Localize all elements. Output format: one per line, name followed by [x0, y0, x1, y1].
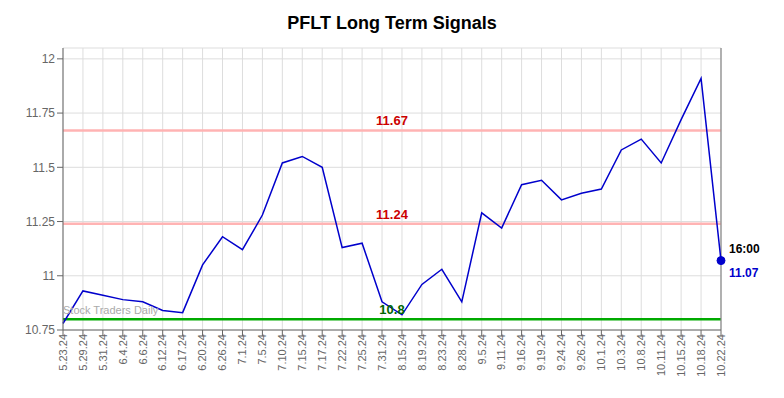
svg-text:7.1.24: 7.1.24 — [236, 334, 248, 365]
svg-text:9.26.24: 9.26.24 — [575, 334, 587, 371]
svg-text:11.67: 11.67 — [376, 113, 408, 128]
svg-text:16:00: 16:00 — [729, 242, 760, 256]
svg-text:7.25.24: 7.25.24 — [356, 334, 368, 371]
svg-text:11.5: 11.5 — [33, 161, 56, 175]
svg-text:10.3.24: 10.3.24 — [615, 334, 627, 371]
svg-text:7.31.24: 7.31.24 — [376, 334, 388, 371]
svg-text:5.31.24: 5.31.24 — [97, 334, 109, 371]
svg-text:6.6.24: 6.6.24 — [137, 334, 149, 365]
svg-text:11.24: 11.24 — [376, 207, 409, 222]
svg-text:Stock Traders Daily: Stock Traders Daily — [63, 304, 159, 316]
svg-text:10.75: 10.75 — [25, 323, 55, 337]
svg-text:10.1.24: 10.1.24 — [595, 334, 607, 371]
svg-text:5.23.24: 5.23.24 — [57, 334, 69, 371]
svg-text:7.5.24: 7.5.24 — [256, 334, 268, 365]
html-text:PFLT Long Term Signals: PFLT Long Term Signals — [287, 13, 497, 33]
svg-text:9.19.24: 9.19.24 — [535, 334, 547, 371]
svg-text:11.07: 11.07 — [729, 266, 759, 280]
svg-text:6.12.24: 6.12.24 — [157, 334, 169, 371]
svg-text:9.11.24: 9.11.24 — [495, 334, 507, 370]
svg-text:10.8: 10.8 — [379, 302, 404, 317]
svg-text:11.75: 11.75 — [26, 106, 55, 120]
svg-text:8.23.24: 8.23.24 — [436, 334, 448, 371]
svg-text:10.11.24: 10.11.24 — [655, 334, 667, 376]
svg-text:10.18.24: 10.18.24 — [695, 334, 707, 377]
svg-text:6.20.24: 6.20.24 — [196, 334, 208, 371]
svg-text:6.17.24: 6.17.24 — [176, 334, 188, 371]
svg-text:8.15.24: 8.15.24 — [396, 334, 408, 371]
svg-text:10.22.24: 10.22.24 — [715, 334, 727, 377]
svg-text:10.15.24: 10.15.24 — [675, 334, 687, 377]
svg-text:10.8.24: 10.8.24 — [635, 334, 647, 371]
svg-text:6.4.24: 6.4.24 — [117, 334, 129, 365]
svg-text:5.29.24: 5.29.24 — [77, 334, 89, 371]
svg-text:7.10.24: 7.10.24 — [276, 334, 288, 371]
svg-text:9.24.24: 9.24.24 — [555, 334, 567, 371]
svg-text:9.5.24: 9.5.24 — [476, 334, 488, 365]
svg-text:8.28.24: 8.28.24 — [456, 334, 468, 371]
svg-text:6.26.24: 6.26.24 — [216, 334, 228, 371]
svg-text:7.22.24: 7.22.24 — [336, 334, 348, 371]
svg-text:7.15.24: 7.15.24 — [296, 334, 308, 371]
svg-text:9.16.24: 9.16.24 — [515, 334, 527, 371]
svg-text:8.19.24: 8.19.24 — [416, 334, 428, 371]
svg-text:11: 11 — [43, 269, 56, 283]
svg-text:11.25: 11.25 — [26, 215, 55, 229]
svg-text:7.17.24: 7.17.24 — [316, 334, 328, 371]
svg-text:12: 12 — [42, 52, 56, 66]
